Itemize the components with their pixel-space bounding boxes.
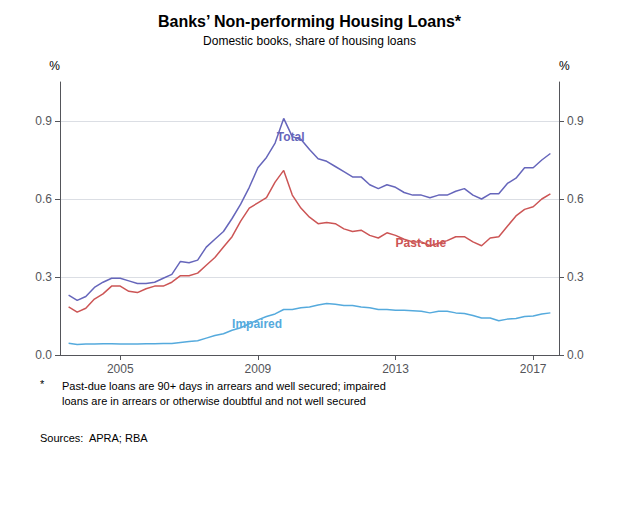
svg-text:2009: 2009 [245,362,272,376]
svg-text:0.6: 0.6 [35,192,52,206]
svg-text:2005: 2005 [107,362,134,376]
svg-text:Banks’ Non-performing Housing: Banks’ Non-performing Housing Loans* [158,13,462,30]
svg-text:0.0: 0.0 [567,348,584,362]
svg-text:0.3: 0.3 [567,270,584,284]
svg-text:2017: 2017 [520,362,547,376]
svg-text:Domestic books, share of housi: Domestic books, share of housing loans [203,34,416,48]
svg-text:0.6: 0.6 [567,192,584,206]
svg-text:0.3: 0.3 [35,270,52,284]
svg-text:2013: 2013 [382,362,409,376]
svg-text:Past-due: Past-due [396,236,447,250]
svg-text:*: * [40,378,45,390]
svg-text:%: % [49,59,60,73]
svg-text:loans are in arrears or otherw: loans are in arrears or otherwise doubtf… [62,395,366,407]
svg-text:%: % [559,59,570,73]
svg-text:Total: Total [277,130,305,144]
svg-text:0.9: 0.9 [35,114,52,128]
svg-text:Sources: APRA; RBA: Sources: APRA; RBA [40,432,148,444]
svg-text:Past-due loans are 90+ days in: Past-due loans are 90+ days in arrears a… [62,380,386,392]
svg-text:0.0: 0.0 [35,348,52,362]
svg-text:0.9: 0.9 [567,114,584,128]
svg-text:Impaired: Impaired [232,317,282,331]
